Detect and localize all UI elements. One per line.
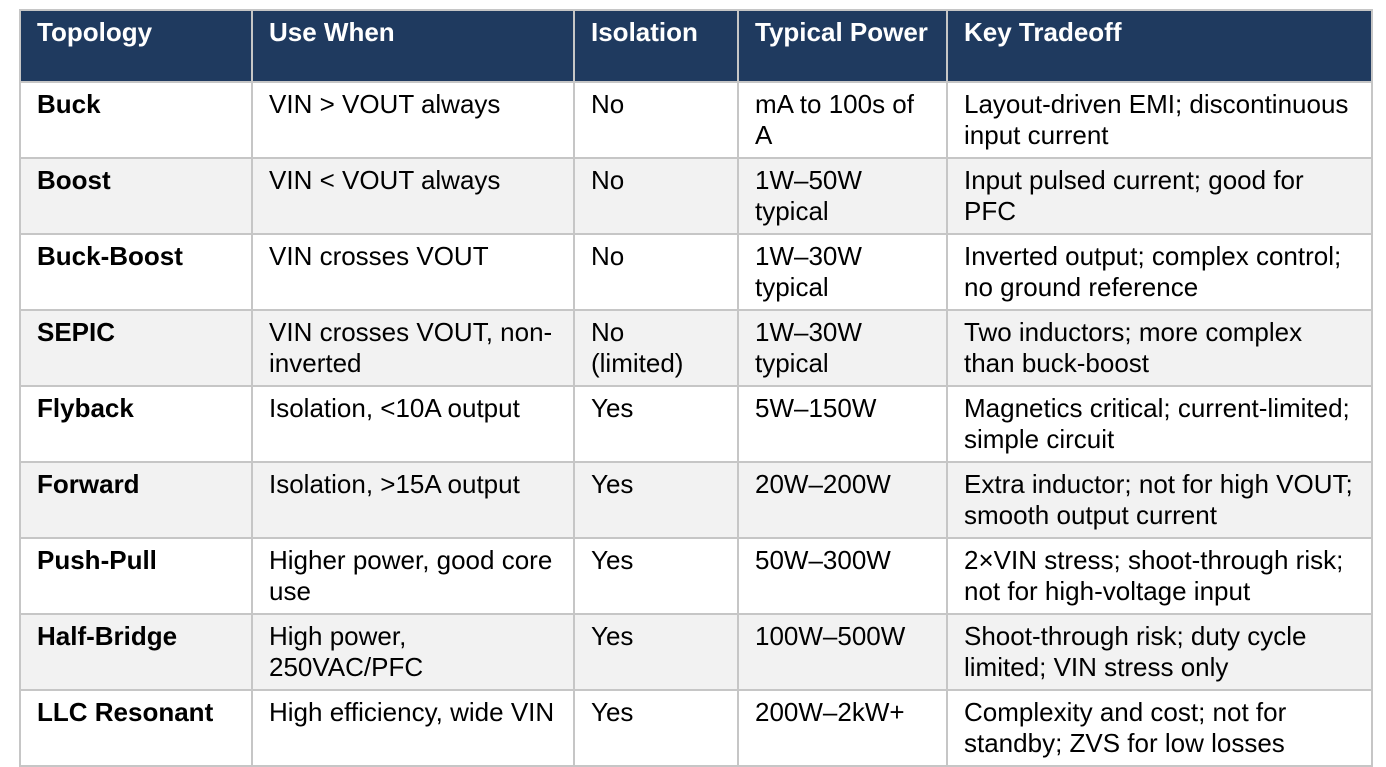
cell-use-when: High efficiency, wide VIN — [251, 689, 575, 767]
cell-typical-power: 50W–300W — [737, 537, 948, 615]
cell-use-when: Isolation, <10A output — [251, 385, 575, 463]
table-row: Boost VIN < VOUT always No 1W–50W typica… — [19, 157, 1373, 235]
table-row: Half-Bridge High power, 250VAC/PFC Yes 1… — [19, 613, 1373, 691]
cell-key-tradeoff: Shoot-through risk; duty cycle limited; … — [946, 613, 1373, 691]
table-row: Buck VIN > VOUT always No mA to 100s of … — [19, 81, 1373, 159]
column-header-topology: Topology — [19, 9, 253, 83]
cell-isolation: Yes — [573, 613, 739, 691]
table-row: Flyback Isolation, <10A output Yes 5W–15… — [19, 385, 1373, 463]
cell-isolation: Yes — [573, 689, 739, 767]
table-row: LLC Resonant High efficiency, wide VIN Y… — [19, 689, 1373, 767]
cell-use-when: VIN crosses VOUT, non-inverted — [251, 309, 575, 387]
table-header: Topology Use When Isolation Typical Powe… — [19, 9, 1373, 83]
cell-topology: Buck-Boost — [19, 233, 253, 311]
cell-topology: Forward — [19, 461, 253, 539]
cell-topology: Buck — [19, 81, 253, 159]
column-header-key-tradeoff: Key Tradeoff — [946, 9, 1373, 83]
column-header-isolation: Isolation — [573, 9, 739, 83]
column-header-use-when: Use When — [251, 9, 575, 83]
cell-use-when: Higher power, good core use — [251, 537, 575, 615]
cell-isolation: No — [573, 233, 739, 311]
topology-comparison-table: Topology Use When Isolation Typical Powe… — [19, 9, 1373, 767]
cell-topology: Boost — [19, 157, 253, 235]
cell-isolation: Yes — [573, 537, 739, 615]
cell-typical-power: 1W–30W typical — [737, 233, 948, 311]
cell-use-when: VIN crosses VOUT — [251, 233, 575, 311]
cell-topology: Flyback — [19, 385, 253, 463]
cell-use-when: High power, 250VAC/PFC — [251, 613, 575, 691]
header-row: Topology Use When Isolation Typical Powe… — [19, 9, 1373, 83]
cell-isolation: No (limited) — [573, 309, 739, 387]
cell-key-tradeoff: Layout-driven EMI; discontinuous input c… — [946, 81, 1373, 159]
table-body: Buck VIN > VOUT always No mA to 100s of … — [19, 81, 1373, 767]
cell-typical-power: 1W–50W typical — [737, 157, 948, 235]
cell-key-tradeoff: Input pulsed current; good for PFC — [946, 157, 1373, 235]
cell-topology: SEPIC — [19, 309, 253, 387]
cell-key-tradeoff: Magnetics critical; current-limited; sim… — [946, 385, 1373, 463]
cell-topology: Half-Bridge — [19, 613, 253, 691]
cell-topology: Push-Pull — [19, 537, 253, 615]
cell-isolation: No — [573, 157, 739, 235]
cell-typical-power: 100W–500W — [737, 613, 948, 691]
cell-topology: LLC Resonant — [19, 689, 253, 767]
cell-key-tradeoff: Two inductors; more complex than buck-bo… — [946, 309, 1373, 387]
column-header-typical-power: Typical Power — [737, 9, 948, 83]
cell-use-when: Isolation, >15A output — [251, 461, 575, 539]
cell-typical-power: 20W–200W — [737, 461, 948, 539]
cell-isolation: No — [573, 81, 739, 159]
cell-isolation: Yes — [573, 461, 739, 539]
table-row: SEPIC VIN crosses VOUT, non-inverted No … — [19, 309, 1373, 387]
cell-isolation: Yes — [573, 385, 739, 463]
cell-use-when: VIN < VOUT always — [251, 157, 575, 235]
table-row: Push-Pull Higher power, good core use Ye… — [19, 537, 1373, 615]
cell-typical-power: 1W–30W typical — [737, 309, 948, 387]
cell-key-tradeoff: 2×VIN stress; shoot-through risk; not fo… — [946, 537, 1373, 615]
cell-key-tradeoff: Complexity and cost; not for standby; ZV… — [946, 689, 1373, 767]
cell-typical-power: mA to 100s of A — [737, 81, 948, 159]
table-row: Buck-Boost VIN crosses VOUT No 1W–30W ty… — [19, 233, 1373, 311]
cell-key-tradeoff: Inverted output; complex control; no gro… — [946, 233, 1373, 311]
cell-typical-power: 200W–2kW+ — [737, 689, 948, 767]
table-row: Forward Isolation, >15A output Yes 20W–2… — [19, 461, 1373, 539]
cell-typical-power: 5W–150W — [737, 385, 948, 463]
cell-key-tradeoff: Extra inductor; not for high VOUT; smoot… — [946, 461, 1373, 539]
cell-use-when: VIN > VOUT always — [251, 81, 575, 159]
